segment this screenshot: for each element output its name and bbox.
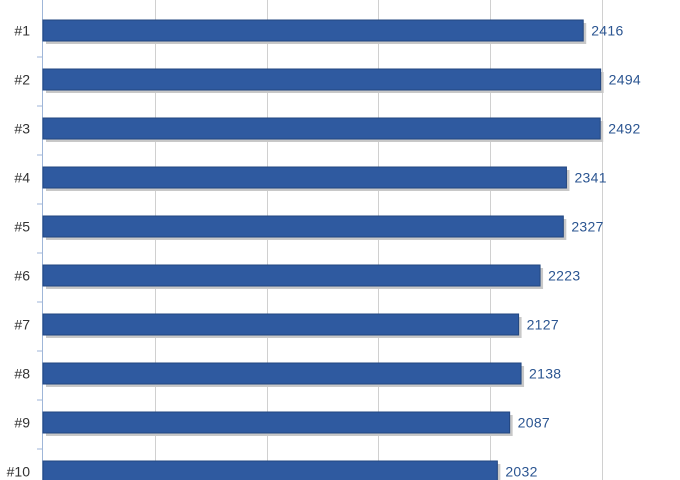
value-label: 2223 (548, 268, 580, 284)
bar (42, 411, 511, 434)
value-label: 2032 (505, 464, 537, 480)
value-label: 2492 (608, 121, 640, 137)
bar (42, 313, 520, 336)
category-label: #10 (7, 464, 31, 480)
category-label: #3 (14, 121, 30, 137)
value-label: 2127 (527, 317, 559, 333)
category-label: #7 (14, 317, 30, 333)
value-label: 2087 (518, 415, 550, 431)
value-label: 2494 (609, 72, 641, 88)
category-label: #4 (14, 170, 30, 186)
category-label: #1 (14, 23, 30, 39)
category-label: #6 (14, 268, 30, 284)
bar (42, 19, 584, 42)
category-label: #2 (14, 72, 30, 88)
value-label: 2341 (574, 170, 606, 186)
bar (42, 166, 567, 189)
bar (42, 117, 601, 140)
value-label: 2327 (571, 219, 603, 235)
bar (42, 215, 564, 238)
category-label: #5 (14, 219, 30, 235)
bar (42, 362, 522, 385)
category-label: #9 (14, 415, 30, 431)
bar (42, 264, 541, 287)
bar (42, 68, 602, 91)
value-label: 2138 (529, 366, 561, 382)
value-label: 2416 (591, 23, 623, 39)
category-label: #8 (14, 366, 30, 382)
bar (42, 460, 498, 480)
